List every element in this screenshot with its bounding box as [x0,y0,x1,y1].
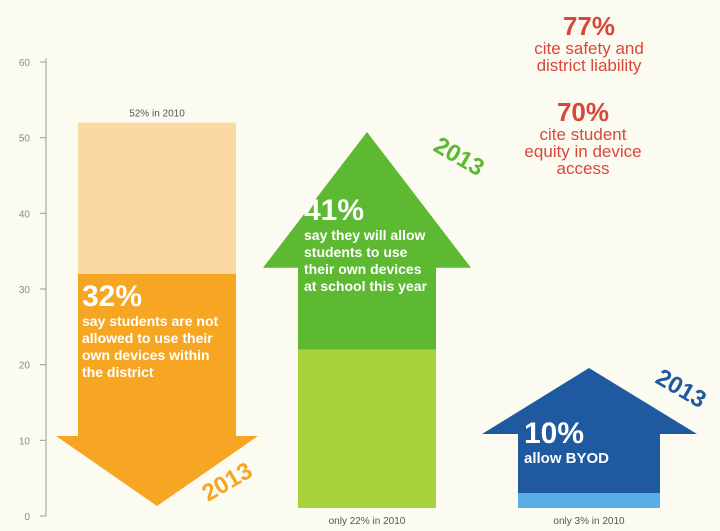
annotation-not-allowed: 32% say students are not allowed to use … [82,281,242,381]
note-safety-percent: 77% [562,11,616,41]
year-label-will-allow: 2013 [429,132,489,182]
y-tick-label: 60 [19,58,31,69]
label-2010-not-allowed: 52% in 2010 [129,109,185,120]
annotation-will-allow-percent: 41% [304,194,365,227]
y-tick-label: 20 [19,361,31,372]
annotation-allow-byod: 10% allow BYOD [524,417,654,468]
note-equity: 70% cite student equity in device access [488,98,678,177]
annotation-not-allowed-text: say students are not allowed to use thei… [82,313,219,380]
note-safety-text: cite safety and district liability [534,39,644,75]
annotation-allow-byod-text: allow BYOD [524,450,610,467]
bar-not-allowed-2010 [78,122,236,274]
note-safety: 77% cite safety and district liability [494,12,684,74]
arrow-will-allow-2013 [263,132,471,350]
y-tick-label: 50 [19,134,31,145]
year-label-allow-byod: 2013 [651,364,711,414]
annotation-allow-byod-percent: 10% [524,417,585,450]
note-equity-text: cite student equity in device access [524,125,642,178]
annotation-not-allowed-percent: 32% [82,280,143,313]
arrow-not-allowed-2013 [56,273,258,506]
y-tick-label: 40 [19,209,31,220]
label-2010-will-allow: only 22% in 2010 [329,516,406,527]
y-tick-label: 30 [19,285,31,296]
bar-allow-byod-2010 [518,493,660,508]
arrow-allow-byod-2013 [482,368,697,494]
annotation-will-allow: 41% say they will allow students to use … [304,195,438,295]
label-2010-allow-byod: only 3% in 2010 [553,516,625,527]
bar-will-allow-2010 [298,349,436,508]
note-equity-percent: 70% [556,97,610,127]
y-tick-label: 10 [19,436,31,447]
annotation-will-allow-text: say they will allow students to use thei… [304,227,427,294]
y-tick-label: 0 [24,512,30,523]
